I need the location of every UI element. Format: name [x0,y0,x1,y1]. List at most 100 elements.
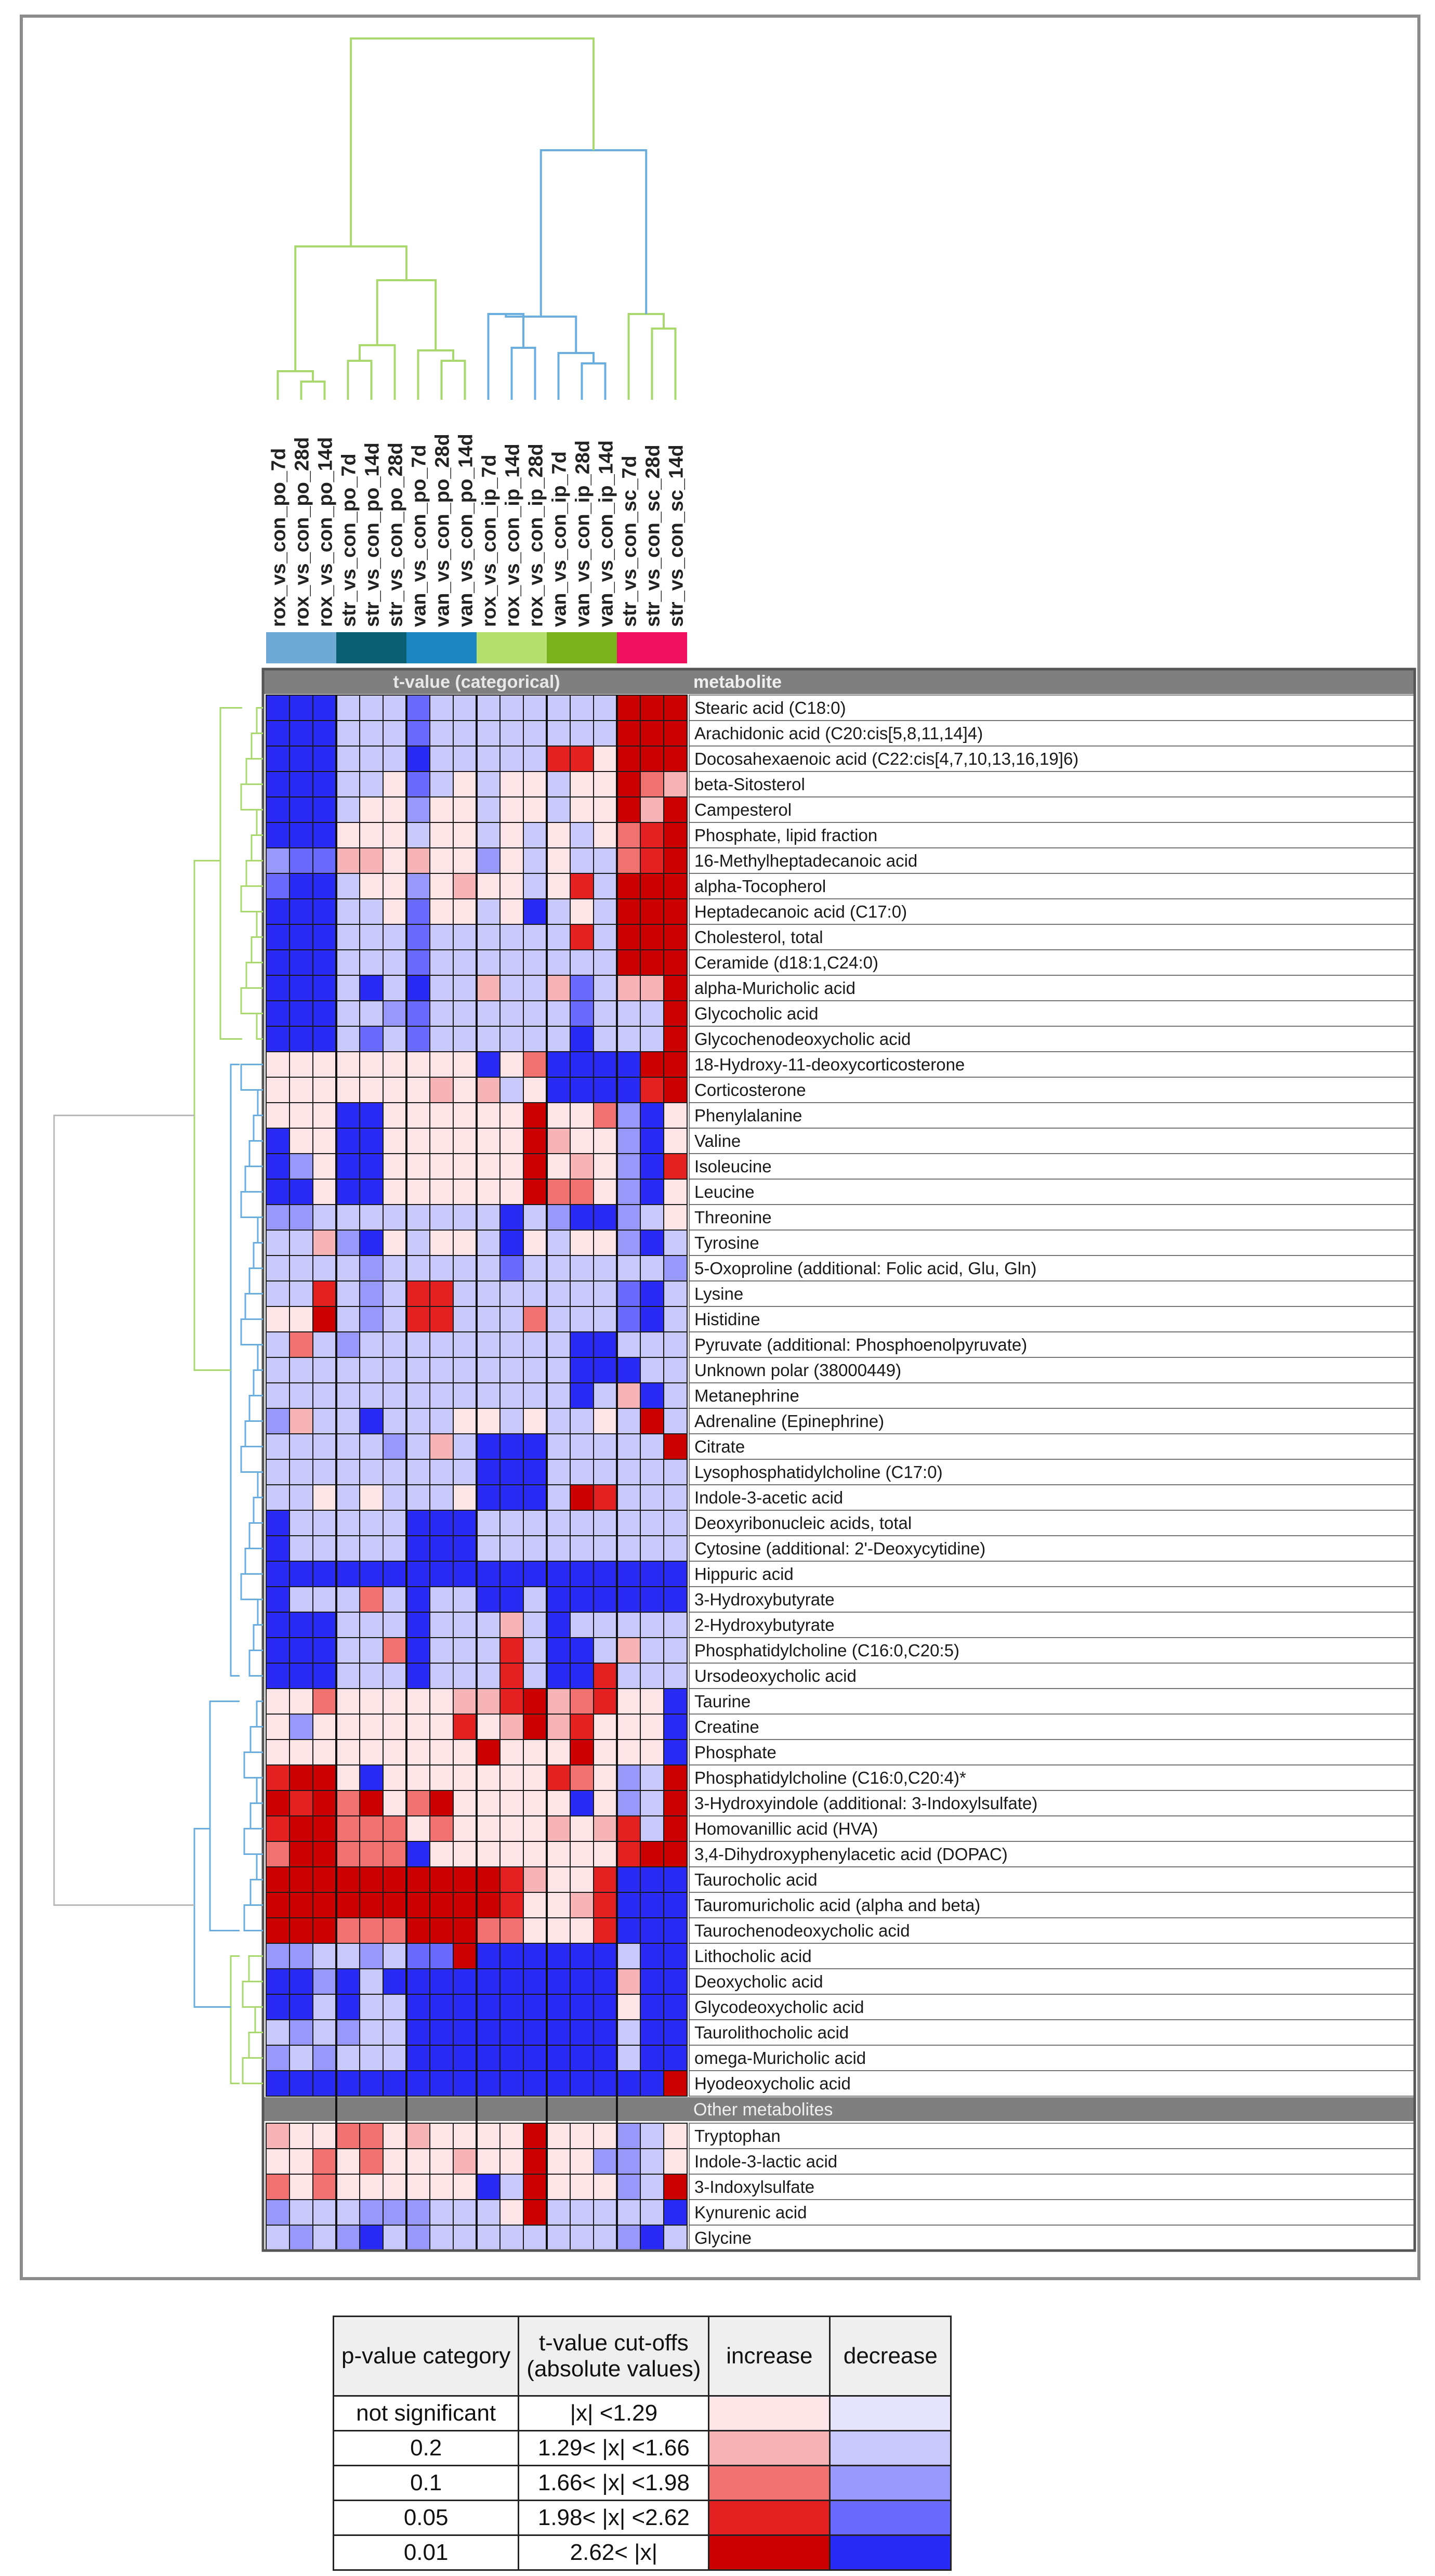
heatmap-cell [546,1306,571,1332]
heatmap-cell [406,1000,430,1027]
heatmap-cell [383,822,407,848]
row-dendrogram-link [240,1573,263,1600]
heatmap-cell [640,1815,664,1842]
heatmap-cell [499,1077,524,1103]
heatmap-cell [499,746,524,772]
heatmap-cell [453,822,477,848]
heatmap-cell [593,695,617,721]
heatmap-cell [663,1714,688,1740]
heatmap-cell [453,1179,477,1205]
heatmap-cell [616,1102,641,1129]
heatmap-cell [663,2045,688,2071]
table-frame [261,668,1416,2252]
heatmap-cell [476,822,501,848]
heatmap-cell [616,898,641,925]
row-label-box [689,796,1415,823]
heatmap-cell [546,1612,571,1638]
legend-header-decrease: decrease [829,2316,952,2397]
heatmap-cell [289,1255,313,1282]
heatmap-cell [289,1637,313,1664]
heatmap-cell [499,771,524,797]
heatmap-cell [499,1255,524,1282]
heatmap-cell [453,1306,477,1332]
heatmap-cell [616,771,641,797]
heatmap-cell [359,1917,384,1944]
heatmap-cell [499,1000,524,1027]
heatmap-cell [640,1179,664,1205]
heatmap-cell [640,1357,664,1383]
heatmap-cell [663,1815,688,1842]
row-dendrogram-link [253,1242,263,1269]
heatmap-cell [406,1102,430,1129]
row-dendrogram-link [253,1115,263,1142]
heatmap-cell [406,1994,430,2020]
row-dendrogram-link [244,1548,263,1575]
heatmap-cell [359,1764,384,1791]
heatmap-cell [312,1892,337,1918]
heatmap-cell [429,1663,454,1689]
heatmap-cell [383,1306,407,1332]
heatmap-cell [663,1484,688,1511]
heatmap-cell [359,847,384,874]
heatmap-cell [266,2045,290,2071]
heatmap-cell [289,1102,313,1129]
row-label: Indole-3-lactic acid [694,2152,837,2171]
heatmap-cell [616,1790,641,1816]
row-label: Taurine [694,1692,751,1711]
heatmap-cell [359,1790,384,1816]
row-label-box [689,873,1415,899]
heatmap-cell [663,1790,688,1816]
column-header-text: t-value (categorical) [393,672,560,692]
row-label-box [689,1128,1415,1154]
heatmap-cell [546,2070,571,2097]
heatmap-cell [499,1230,524,1256]
heatmap-cell [640,1484,664,1511]
heatmap-cell [336,1764,360,1791]
heatmap-cell [523,898,547,925]
heatmap-cell [453,1204,477,1231]
heatmap-cell [546,2019,571,2046]
heatmap-cell [312,1051,337,1078]
heatmap-cell [359,695,384,721]
heatmap-cell [429,1790,454,1816]
heatmap-cell [476,1179,501,1205]
heatmap-cell [523,1892,547,1918]
heatmap-cell [266,1128,290,1154]
heatmap-cell [336,1179,360,1205]
heatmap-cell [593,746,617,772]
heatmap-cell [570,1051,594,1078]
heatmap-cell [499,1790,524,1816]
heatmap-cell [336,1994,360,2020]
heatmap-cell [453,771,477,797]
heatmap-cell [453,2123,477,2149]
heatmap-cell [499,2199,524,2226]
heatmap-cell [453,1994,477,2020]
heatmap-cell [616,1892,641,1918]
heatmap-cell [616,2070,641,2097]
heatmap-cell [289,1408,313,1434]
row-label-box [689,1204,1415,1231]
heatmap-cell [499,1637,524,1664]
heatmap-cell [616,1917,641,1944]
heatmap-cell [499,1994,524,2020]
heatmap-cell [453,1230,477,1256]
heatmap-cell [359,2070,384,2097]
heatmap-cell [453,1561,477,1587]
heatmap-cell [406,822,430,848]
heatmap-cell [523,1968,547,1995]
heatmap-cell [476,1917,501,1944]
heatmap-cell [266,1663,290,1689]
heatmap-cell [570,949,594,976]
heatmap-cell [289,2225,313,2251]
heatmap-cell [616,1459,641,1485]
heatmap-cell [593,1255,617,1282]
row-label: Taurocholic acid [694,1870,818,1889]
heatmap-cell [663,1994,688,2020]
heatmap-cell [429,2199,454,2226]
heatmap-cell [663,1841,688,1867]
heatmap-cell [523,1179,547,1205]
heatmap-cell [640,695,664,721]
heatmap-cell [453,1102,477,1129]
row-dendrogram-link [243,1828,263,1855]
heatmap-cell [359,1637,384,1664]
